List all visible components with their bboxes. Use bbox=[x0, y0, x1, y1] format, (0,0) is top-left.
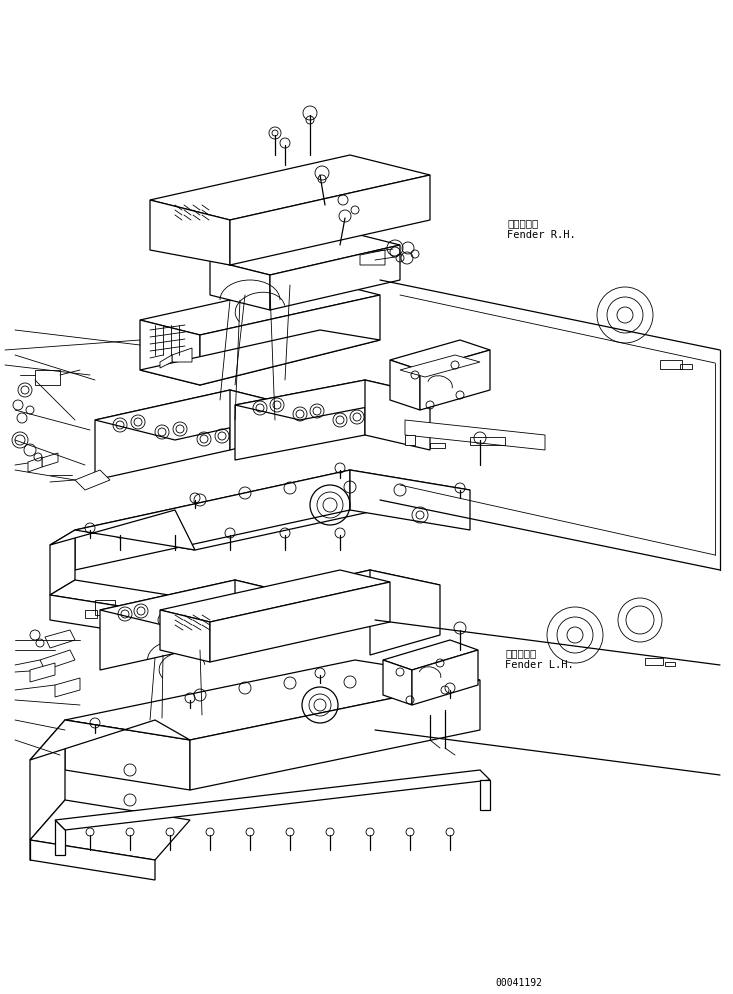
Text: Fender R.H.: Fender R.H. bbox=[507, 230, 575, 240]
Polygon shape bbox=[40, 650, 75, 670]
Polygon shape bbox=[390, 360, 420, 410]
Polygon shape bbox=[30, 720, 65, 840]
Polygon shape bbox=[200, 295, 380, 385]
Polygon shape bbox=[160, 355, 172, 368]
Bar bbox=[118, 605, 138, 620]
Bar bbox=[430, 443, 445, 448]
Polygon shape bbox=[210, 260, 270, 310]
Polygon shape bbox=[235, 380, 430, 420]
Polygon shape bbox=[210, 582, 390, 662]
Polygon shape bbox=[65, 660, 480, 740]
Polygon shape bbox=[100, 580, 310, 628]
Polygon shape bbox=[50, 580, 200, 615]
Bar bbox=[85, 610, 97, 618]
Bar bbox=[665, 662, 675, 666]
Text: フェンダ左: フェンダ左 bbox=[505, 648, 537, 658]
Polygon shape bbox=[55, 770, 490, 830]
Polygon shape bbox=[65, 720, 190, 790]
Polygon shape bbox=[28, 457, 42, 472]
Polygon shape bbox=[480, 780, 490, 810]
Polygon shape bbox=[190, 680, 480, 790]
Polygon shape bbox=[150, 200, 230, 265]
Polygon shape bbox=[172, 348, 192, 362]
Bar bbox=[470, 437, 505, 445]
Polygon shape bbox=[235, 580, 310, 640]
Polygon shape bbox=[140, 320, 200, 385]
Polygon shape bbox=[140, 330, 380, 385]
Polygon shape bbox=[383, 660, 412, 705]
Polygon shape bbox=[240, 570, 370, 655]
Polygon shape bbox=[55, 820, 65, 855]
Bar bbox=[660, 360, 682, 369]
Polygon shape bbox=[412, 650, 478, 705]
Polygon shape bbox=[230, 175, 430, 265]
Polygon shape bbox=[50, 595, 175, 640]
Polygon shape bbox=[30, 840, 155, 880]
Polygon shape bbox=[400, 355, 480, 377]
Polygon shape bbox=[42, 453, 58, 467]
Polygon shape bbox=[95, 390, 230, 480]
Circle shape bbox=[323, 498, 337, 512]
Bar bbox=[645, 658, 663, 665]
Polygon shape bbox=[150, 155, 430, 220]
Polygon shape bbox=[30, 800, 190, 860]
Polygon shape bbox=[383, 640, 478, 670]
Polygon shape bbox=[140, 280, 380, 335]
Polygon shape bbox=[50, 530, 75, 595]
Polygon shape bbox=[405, 435, 415, 445]
Polygon shape bbox=[405, 420, 545, 450]
Text: フェンダ右: フェンダ右 bbox=[507, 218, 538, 228]
Polygon shape bbox=[160, 610, 210, 662]
Polygon shape bbox=[30, 720, 190, 760]
Circle shape bbox=[272, 130, 278, 136]
Polygon shape bbox=[75, 470, 110, 490]
Polygon shape bbox=[45, 630, 75, 648]
Polygon shape bbox=[210, 230, 400, 275]
Polygon shape bbox=[100, 580, 235, 670]
Text: Fender L.H.: Fender L.H. bbox=[505, 660, 574, 670]
Text: 00041192: 00041192 bbox=[495, 978, 542, 988]
Polygon shape bbox=[420, 350, 490, 410]
Polygon shape bbox=[55, 678, 80, 697]
Bar bbox=[100, 612, 112, 620]
Polygon shape bbox=[160, 570, 390, 622]
Polygon shape bbox=[360, 250, 385, 265]
Polygon shape bbox=[240, 570, 440, 615]
Polygon shape bbox=[75, 470, 470, 550]
Polygon shape bbox=[75, 470, 350, 570]
Polygon shape bbox=[365, 380, 430, 450]
Polygon shape bbox=[95, 390, 310, 440]
Polygon shape bbox=[235, 380, 365, 460]
Bar bbox=[95, 600, 115, 615]
Polygon shape bbox=[230, 390, 310, 450]
Circle shape bbox=[416, 511, 424, 519]
Circle shape bbox=[314, 699, 326, 711]
Polygon shape bbox=[35, 370, 60, 385]
Polygon shape bbox=[390, 340, 490, 370]
Bar bbox=[680, 364, 692, 369]
Polygon shape bbox=[270, 245, 400, 310]
Polygon shape bbox=[350, 470, 470, 530]
Polygon shape bbox=[50, 510, 195, 550]
Polygon shape bbox=[30, 663, 55, 682]
Polygon shape bbox=[370, 570, 440, 655]
